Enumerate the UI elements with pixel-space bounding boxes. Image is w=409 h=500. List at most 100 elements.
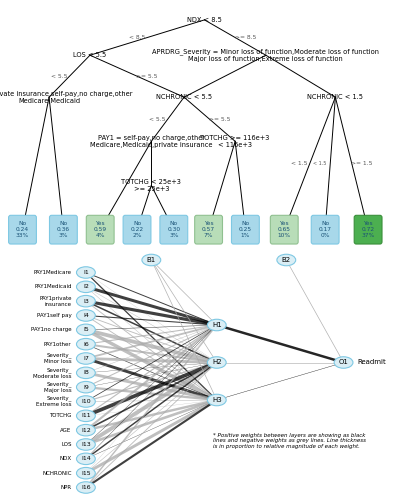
Text: H1: H1 — [212, 322, 222, 328]
Text: NCHRONIC: NCHRONIC — [42, 470, 72, 476]
Text: PAY1 = self-pay,no charge,other
Medicare,Medicaid,private insurance: PAY1 = self-pay,no charge,other Medicare… — [90, 135, 213, 148]
Text: I13: I13 — [81, 442, 91, 447]
Circle shape — [334, 357, 353, 368]
Text: I11: I11 — [81, 414, 91, 418]
Text: No
0.30
3%: No 0.30 3% — [167, 222, 180, 238]
Text: Yes
0.59
4%: Yes 0.59 4% — [94, 222, 107, 238]
FancyBboxPatch shape — [195, 216, 222, 244]
Text: I5: I5 — [83, 328, 89, 332]
Text: Severity_
Major loss: Severity_ Major loss — [44, 382, 72, 393]
Text: I7: I7 — [83, 356, 89, 361]
Circle shape — [76, 267, 95, 278]
Text: No
0.36
3%: No 0.36 3% — [57, 222, 70, 238]
Text: I15: I15 — [81, 470, 91, 476]
Text: I14: I14 — [81, 456, 91, 462]
Text: I10: I10 — [81, 399, 91, 404]
Text: H2: H2 — [212, 360, 222, 366]
Text: No
0.25
1%: No 0.25 1% — [239, 222, 252, 238]
Text: < 1.5: < 1.5 — [291, 161, 308, 166]
Text: Severity_
Extreme loss: Severity_ Extreme loss — [36, 396, 72, 407]
Circle shape — [76, 281, 95, 292]
Text: H3: H3 — [212, 397, 222, 403]
Text: >= 1.5: >= 1.5 — [351, 161, 373, 166]
Circle shape — [76, 353, 95, 364]
Text: NPR: NPR — [61, 485, 72, 490]
FancyBboxPatch shape — [231, 216, 259, 244]
Text: < 5.5: < 5.5 — [51, 74, 67, 78]
Circle shape — [76, 468, 95, 479]
Text: PAY1no charge: PAY1no charge — [31, 328, 72, 332]
FancyBboxPatch shape — [160, 216, 188, 244]
Text: LOS: LOS — [61, 442, 72, 447]
Text: NCHRONIC < 5.5: NCHRONIC < 5.5 — [156, 94, 212, 100]
Text: No
0.17
0%: No 0.17 0% — [319, 222, 332, 238]
Text: NCHRONIC < 1.5: NCHRONIC < 1.5 — [308, 94, 363, 100]
Text: NDX: NDX — [59, 456, 72, 462]
Text: I9: I9 — [83, 384, 89, 390]
Circle shape — [76, 482, 95, 493]
Circle shape — [76, 338, 95, 350]
Text: I4: I4 — [83, 313, 89, 318]
Circle shape — [76, 310, 95, 322]
Text: < 5.5: < 5.5 — [149, 116, 166, 121]
Text: B1: B1 — [147, 257, 156, 263]
Text: Severity_
Minor loss: Severity_ Minor loss — [44, 353, 72, 364]
Text: * Positive weights between layers are showing as black
lines and negative weight: * Positive weights between layers are sh… — [213, 432, 366, 449]
Text: Severity_
Moderate loss: Severity_ Moderate loss — [33, 367, 72, 378]
Text: B2: B2 — [282, 257, 291, 263]
Text: Readmit: Readmit — [358, 360, 387, 366]
Text: PAY1Medicaid: PAY1Medicaid — [34, 284, 72, 290]
Text: O1: O1 — [339, 360, 348, 366]
Text: I3: I3 — [83, 298, 89, 304]
Text: TOTCHG >= 116e+3
< 116e+3: TOTCHG >= 116e+3 < 116e+3 — [200, 135, 270, 148]
Text: I16: I16 — [81, 485, 91, 490]
FancyBboxPatch shape — [270, 216, 298, 244]
Text: PAY1 = private insurance,self-pay,no charge,other
Medicare,Medicaid: PAY1 = private insurance,self-pay,no cha… — [0, 90, 133, 104]
Circle shape — [277, 254, 296, 266]
FancyBboxPatch shape — [123, 216, 151, 244]
Circle shape — [207, 357, 226, 368]
Text: >= 8.5: >= 8.5 — [235, 35, 256, 40]
Circle shape — [207, 394, 226, 406]
Text: Yes
0.65
10%: Yes 0.65 10% — [278, 222, 291, 238]
FancyBboxPatch shape — [9, 216, 36, 244]
Text: Yes
0.72
37%: Yes 0.72 37% — [362, 222, 375, 238]
Circle shape — [207, 320, 226, 331]
Text: APRDRG_Severity = Minor loss of function,Moderate loss of function
Major loss of: APRDRG_Severity = Minor loss of function… — [152, 48, 380, 62]
Text: >= 5.5: >= 5.5 — [209, 116, 231, 121]
Text: No
0.22
2%: No 0.22 2% — [130, 222, 144, 238]
Text: TOTCHG: TOTCHG — [49, 414, 72, 418]
FancyBboxPatch shape — [354, 216, 382, 244]
Text: < 1.5: < 1.5 — [313, 161, 327, 166]
Text: < 8.5: < 8.5 — [129, 35, 145, 40]
FancyBboxPatch shape — [86, 216, 114, 244]
Circle shape — [76, 424, 95, 436]
FancyBboxPatch shape — [311, 216, 339, 244]
Text: LOS < 5.5: LOS < 5.5 — [73, 52, 107, 58]
Circle shape — [76, 367, 95, 378]
Text: PAY1self pay: PAY1self pay — [37, 313, 72, 318]
Text: PAY1private
insurance: PAY1private insurance — [39, 296, 72, 306]
Text: I8: I8 — [83, 370, 89, 376]
Text: Yes
0.57
7%: Yes 0.57 7% — [202, 222, 215, 238]
Text: AGE: AGE — [60, 428, 72, 432]
Text: I1: I1 — [83, 270, 89, 275]
Circle shape — [142, 254, 161, 266]
Text: TOTCHG < 25e+3
>= 25e+3: TOTCHG < 25e+3 >= 25e+3 — [121, 179, 181, 192]
Text: I6: I6 — [83, 342, 89, 346]
Text: I2: I2 — [83, 284, 89, 290]
Circle shape — [76, 453, 95, 464]
Circle shape — [76, 410, 95, 422]
Text: No
0.24
33%: No 0.24 33% — [16, 222, 29, 238]
Text: I12: I12 — [81, 428, 91, 432]
Text: PAY1Medicare: PAY1Medicare — [34, 270, 72, 275]
Text: >= 5.5: >= 5.5 — [137, 74, 158, 78]
Circle shape — [76, 324, 95, 336]
Circle shape — [76, 439, 95, 450]
Circle shape — [76, 296, 95, 307]
Text: PAY1other: PAY1other — [44, 342, 72, 346]
FancyBboxPatch shape — [49, 216, 77, 244]
Text: NDX < 8.5: NDX < 8.5 — [187, 17, 222, 23]
Circle shape — [76, 396, 95, 407]
Circle shape — [76, 382, 95, 393]
